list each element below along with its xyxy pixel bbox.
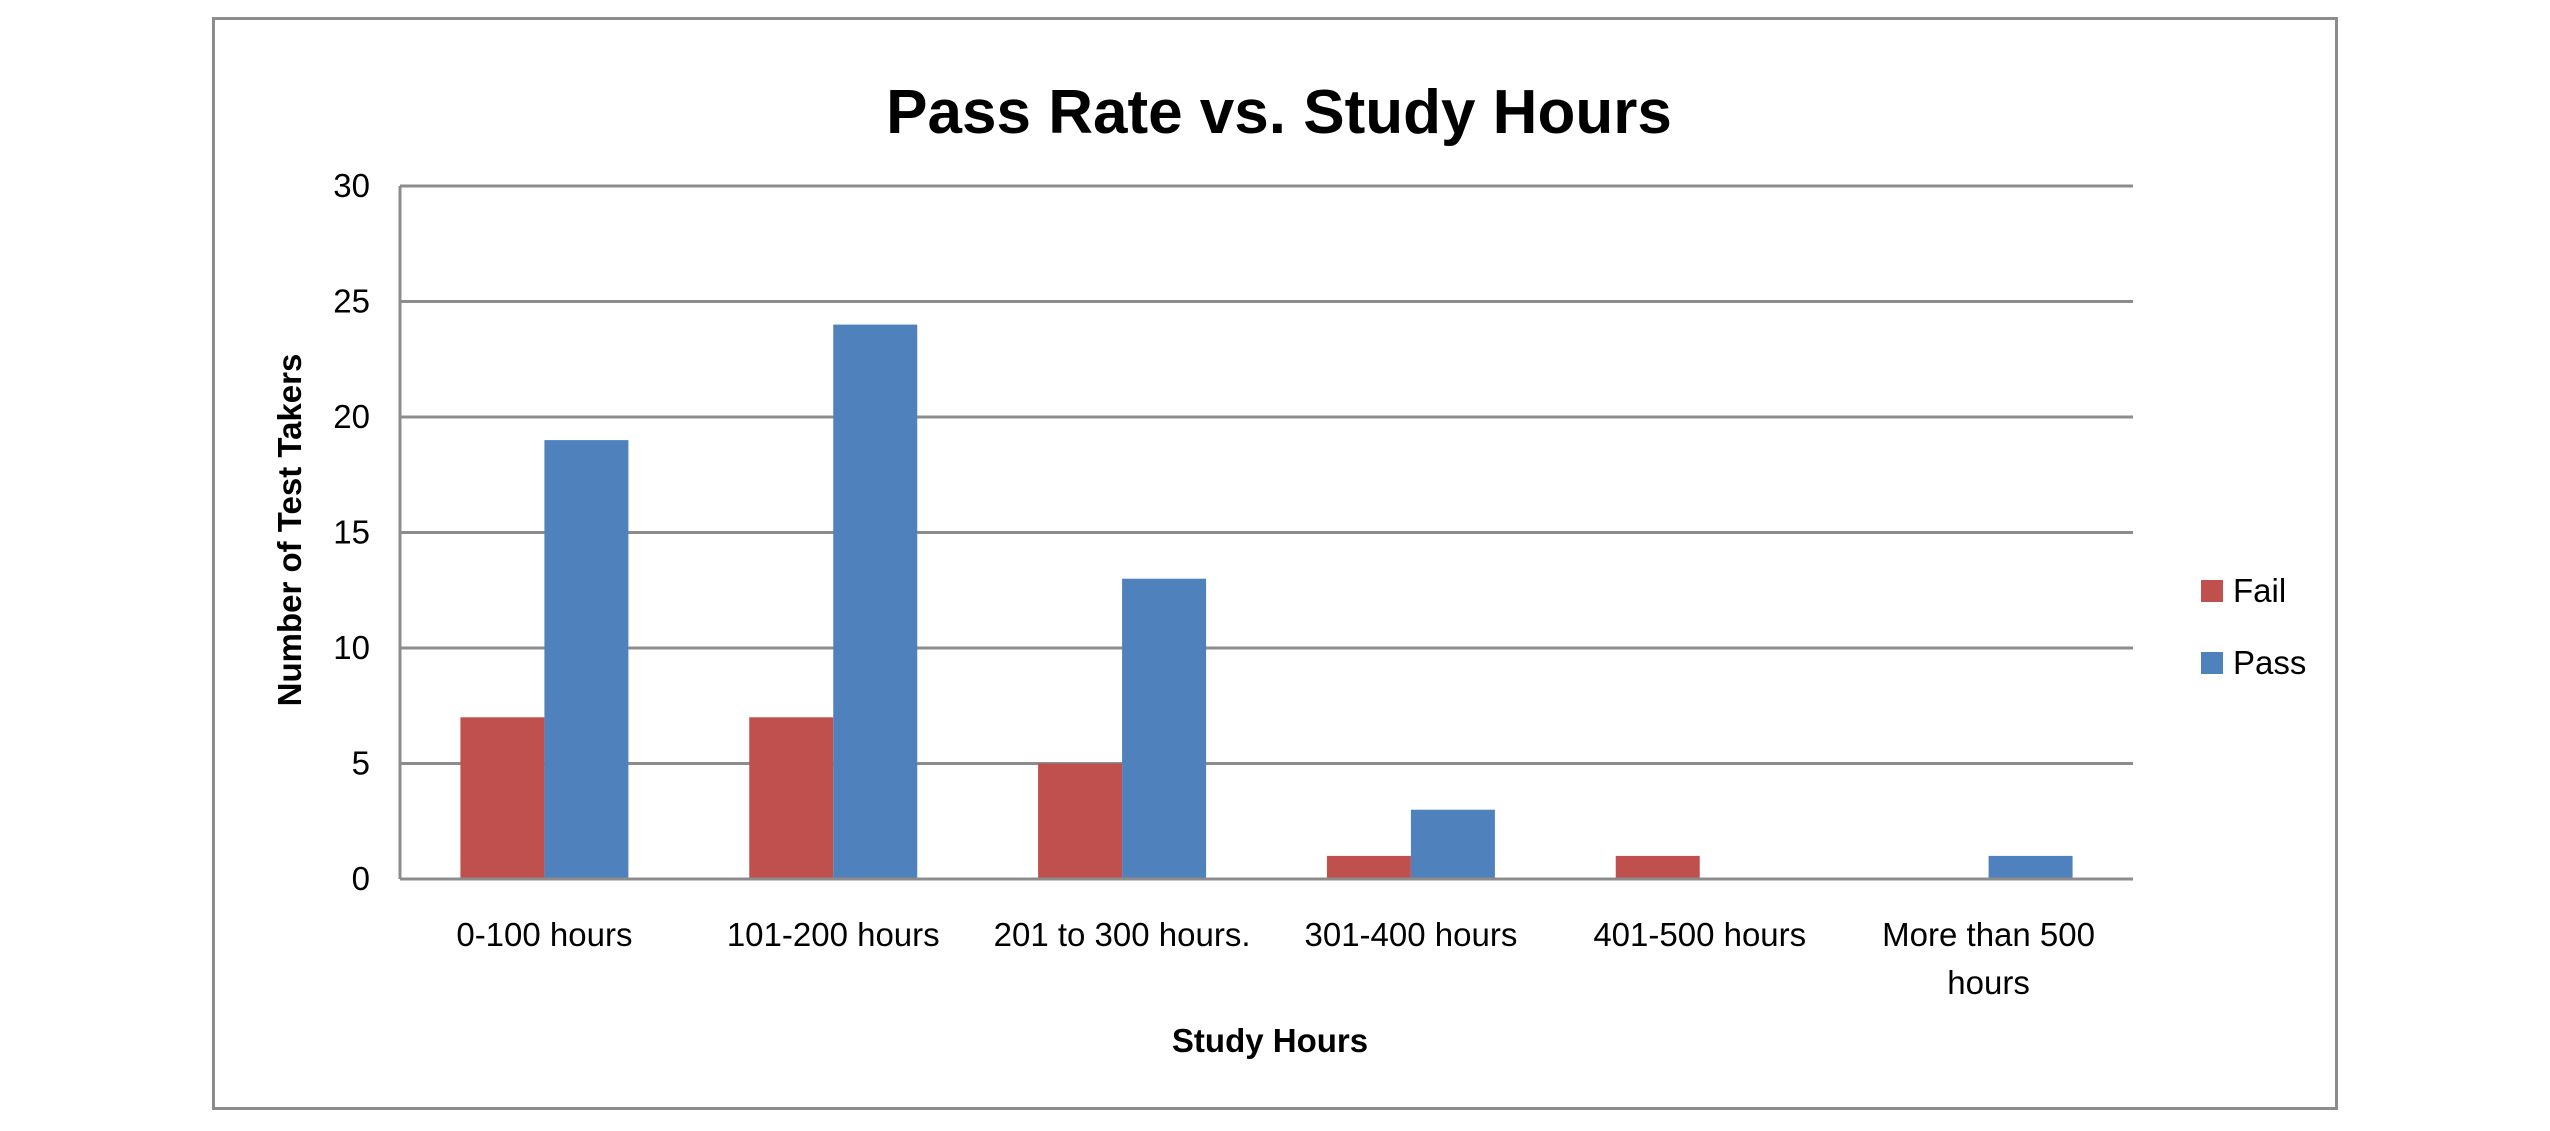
y-axis-label: Number of Test Takers bbox=[271, 354, 308, 707]
bars bbox=[460, 324, 2073, 880]
y-tick-label: 5 bbox=[352, 745, 370, 782]
y-tick-label: 0 bbox=[352, 860, 370, 897]
bar-fail-1 bbox=[749, 717, 834, 879]
x-axis-label: Study Hours bbox=[1172, 1022, 1368, 1059]
chart-title: Pass Rate vs. Study Hours bbox=[886, 78, 1672, 147]
bar-pass-1 bbox=[833, 324, 918, 880]
x-tick-labels: 0-100 hours 101-200 hours 201 to 300 hours… bbox=[456, 916, 2095, 1001]
x-tick-label: hours bbox=[1947, 964, 2030, 1001]
bar-pass-3 bbox=[1410, 809, 1495, 879]
bar-fail-3 bbox=[1326, 855, 1411, 879]
bar-pass-0 bbox=[544, 440, 629, 879]
y-tick-label: 10 bbox=[333, 629, 370, 666]
bar-fail-2 bbox=[1038, 763, 1123, 879]
bar-fail-4 bbox=[1615, 855, 1700, 879]
chart-frame: Pass Rate vs. Study Hours 0 5 10 15 20 25 30 0… bbox=[212, 17, 2338, 1110]
legend-swatch-fail bbox=[2201, 580, 2223, 602]
x-tick-label: 101-200 hours bbox=[727, 916, 940, 953]
x-tick-label: 301-400 hours bbox=[1305, 916, 1518, 953]
bar-fail-0 bbox=[460, 717, 545, 879]
bar-pass-2 bbox=[1122, 578, 1207, 879]
x-tick-label: 401-500 hours bbox=[1593, 916, 1806, 953]
y-tick-labels: 0 5 10 15 20 25 30 bbox=[333, 167, 370, 897]
y-tick-label: 25 bbox=[333, 283, 370, 320]
x-tick-label: 0-100 hours bbox=[456, 916, 632, 953]
legend-label-fail: Fail bbox=[2233, 572, 2286, 609]
legend: Fail Pass bbox=[2201, 572, 2306, 681]
y-tick-label: 15 bbox=[333, 514, 370, 551]
bar-pass-5 bbox=[1988, 855, 2073, 879]
bar-chart: Pass Rate vs. Study Hours 0 5 10 15 20 25 30 0… bbox=[271, 78, 2306, 1059]
legend-label-pass: Pass bbox=[2233, 644, 2306, 681]
y-tick-label: 20 bbox=[333, 398, 370, 435]
legend-swatch-pass bbox=[2201, 652, 2223, 674]
axes bbox=[398, 186, 2133, 881]
gridlines bbox=[400, 184, 2133, 765]
y-tick-label: 30 bbox=[333, 167, 370, 204]
x-tick-label: 201 to 300 hours. bbox=[994, 916, 1251, 953]
x-tick-label: More than 500 bbox=[1882, 916, 2095, 953]
